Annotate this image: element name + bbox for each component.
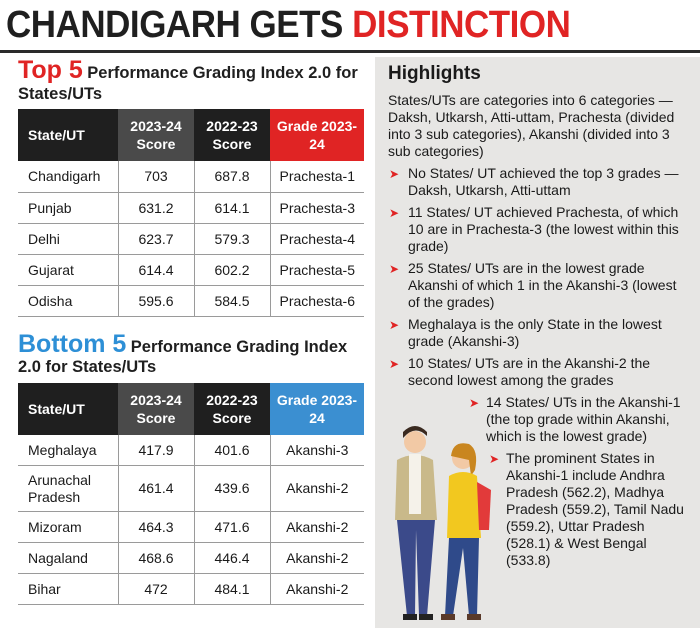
cell-grade: Akanshi-2 [270, 511, 364, 544]
cell-state: Mizoram [18, 511, 119, 544]
cell-score-2324: 464.3 [118, 511, 195, 544]
table-header-row: State/UT 2023-24 Score 2022-23 Score Gra… [18, 382, 364, 435]
cell-score-2223: 579.3 [194, 223, 271, 255]
cell-score-2223: 439.6 [194, 465, 271, 513]
cell-state: Gujarat [18, 254, 119, 286]
highlight-bullet: ➤ 11 States/ UT achieved Prachesta, of wh… [388, 204, 690, 255]
table-row: Gujarat 614.4 602.2 Prachesta-5 [18, 254, 364, 286]
highlights-intro: States/UTs are categories into 6 categor… [388, 92, 675, 159]
header-score-2223: 2022-23 Score [194, 382, 270, 435]
bottom5-title-small: Performance Grading Index 2.0 for States… [18, 337, 348, 377]
table-row: Arunachal Pradesh 461.4 439.6 Akanshi-2 [18, 465, 364, 513]
cell-score-2223: 401.6 [194, 434, 271, 467]
two-students-illustration [395, 426, 491, 620]
cell-grade: Akanshi-2 [270, 542, 364, 575]
table-row: Bihar 472 484.1 Akanshi-2 [18, 573, 364, 606]
table-row: Punjab 631.2 614.1 Prachesta-3 [18, 192, 364, 224]
cell-grade: Prachesta-3 [270, 192, 364, 224]
headline-part2: DISTINCTION [352, 4, 571, 46]
top5-title-big: Top 5 [18, 56, 83, 84]
highlights-panel: Highlights States/UTs are categories int… [375, 57, 700, 628]
table-row: Odisha 595.6 584.5 Prachesta-6 [18, 285, 364, 317]
highlight-bullet: ➤ No States/ UT achieved the top 3 grades… [388, 165, 690, 199]
cell-score-2223: 687.8 [194, 161, 271, 193]
red-arrow-icon: ➤ [389, 262, 400, 276]
highlight-text: No States/ UT achieved the top 3 grades … [408, 165, 679, 198]
header-state: State/UT [18, 382, 118, 435]
highlight-text: 14 States/ UTs in the Akanshi-1 (the top… [486, 394, 681, 444]
highlight-bullet: ➤ 14 States/ UTs in the Akanshi-1 (the to… [468, 394, 690, 445]
highlight-text: Meghalaya is the only State in the lowes… [408, 316, 662, 349]
cell-score-2324: 472 [118, 573, 195, 606]
cell-score-2324: 623.7 [118, 223, 195, 255]
header-grade: Grade 2023-24 [270, 109, 364, 162]
cell-grade: Akanshi-2 [270, 573, 364, 606]
table-row: Meghalaya 417.9 401.6 Akanshi-3 [18, 434, 364, 467]
table-row: Mizoram 464.3 471.6 Akanshi-2 [18, 511, 364, 544]
bottom5-table: State/UT 2023-24 Score 2022-23 Score Gra… [18, 382, 364, 606]
red-arrow-icon: ➤ [389, 357, 400, 371]
bottom5-title-big: Bottom 5 [18, 329, 127, 358]
highlight-bullet: ➤ Meghalaya is the only State in the lowe… [388, 316, 690, 350]
cell-grade: Prachesta-4 [270, 223, 364, 255]
cell-score-2324: 468.6 [118, 542, 195, 575]
highlight-text: 25 States/ UTs are in the lowest grade A… [408, 260, 677, 310]
highlight-bullet: ➤ 25 States/ UTs are in the lowest grade … [388, 260, 690, 311]
cell-state: Chandigarh [18, 161, 119, 193]
cell-score-2324: 461.4 [118, 465, 195, 513]
table-row: Delhi 623.7 579.3 Prachesta-4 [18, 223, 364, 255]
cell-score-2223: 602.2 [194, 254, 271, 286]
headline-part1: CHANDIGARH GETS [6, 4, 343, 46]
headline: CHANDIGARH GETS DISTINCTION [6, 2, 571, 48]
table-header-row: State/UT 2023-24 Score 2022-23 Score Gra… [18, 109, 364, 162]
header-grade: Grade 2023-24 [270, 382, 364, 435]
highlights-title: Highlights [388, 63, 481, 84]
red-arrow-icon: ➤ [389, 206, 400, 220]
highlight-bullet: ➤ 10 States/ UTs are in the Akanshi-2 the… [388, 355, 690, 389]
header-score-2324: 2023-24 Score [118, 109, 194, 162]
bottom5-title: Bottom 5 Performance Grading Index 2.0 f… [18, 329, 366, 377]
cell-score-2223: 484.1 [194, 573, 271, 606]
top5-title-small: Performance Grading Index 2.0 for States… [18, 64, 358, 103]
cell-state: Arunachal Pradesh [18, 465, 119, 513]
highlight-text: 10 States/ UTs are in the Akanshi-2 the … [408, 355, 651, 388]
cell-grade: Prachesta-6 [270, 285, 364, 317]
cell-score-2324: 631.2 [118, 192, 195, 224]
cell-score-2223: 614.1 [194, 192, 271, 224]
red-arrow-icon: ➤ [389, 167, 400, 181]
cell-grade: Prachesta-1 [270, 161, 364, 193]
cell-state: Delhi [18, 223, 119, 255]
highlight-text: The prominent States in Akanshi-1 includ… [506, 450, 684, 568]
cell-state: Bihar [18, 573, 119, 606]
highlight-bullet: ➤ The prominent States in Akanshi-1 inclu… [488, 450, 690, 569]
cell-score-2223: 471.6 [194, 511, 271, 544]
headline-rule [0, 50, 700, 53]
top5-table: State/UT 2023-24 Score 2022-23 Score Gra… [18, 109, 364, 317]
red-arrow-icon: ➤ [389, 318, 400, 332]
highlight-text: 11 States/ UT achieved Prachesta, of whi… [408, 204, 679, 254]
cell-state: Odisha [18, 285, 119, 317]
red-arrow-icon: ➤ [489, 452, 500, 466]
cell-state: Meghalaya [18, 434, 119, 467]
cell-score-2324: 614.4 [118, 254, 195, 286]
cell-grade: Akanshi-2 [270, 465, 364, 513]
table-row: Nagaland 468.6 446.4 Akanshi-2 [18, 542, 364, 575]
red-arrow-icon: ➤ [469, 396, 480, 410]
header-state: State/UT [18, 109, 118, 162]
top5-title: Top 5 Performance Grading Index 2.0 for … [18, 56, 366, 103]
tables-column: Top 5 Performance Grading Index 2.0 for … [18, 56, 366, 606]
cell-state: Punjab [18, 192, 119, 224]
cell-score-2324: 417.9 [118, 434, 195, 467]
cell-score-2223: 584.5 [194, 285, 271, 317]
cell-score-2223: 446.4 [194, 542, 271, 575]
cell-score-2324: 595.6 [118, 285, 195, 317]
cell-score-2324: 703 [118, 161, 195, 193]
table-row: Chandigarh 703 687.8 Prachesta-1 [18, 161, 364, 193]
header-score-2223: 2022-23 Score [194, 109, 270, 162]
cell-grade: Prachesta-5 [270, 254, 364, 286]
header-score-2324: 2023-24 Score [118, 382, 194, 435]
cell-grade: Akanshi-3 [270, 434, 364, 467]
cell-state: Nagaland [18, 542, 119, 575]
